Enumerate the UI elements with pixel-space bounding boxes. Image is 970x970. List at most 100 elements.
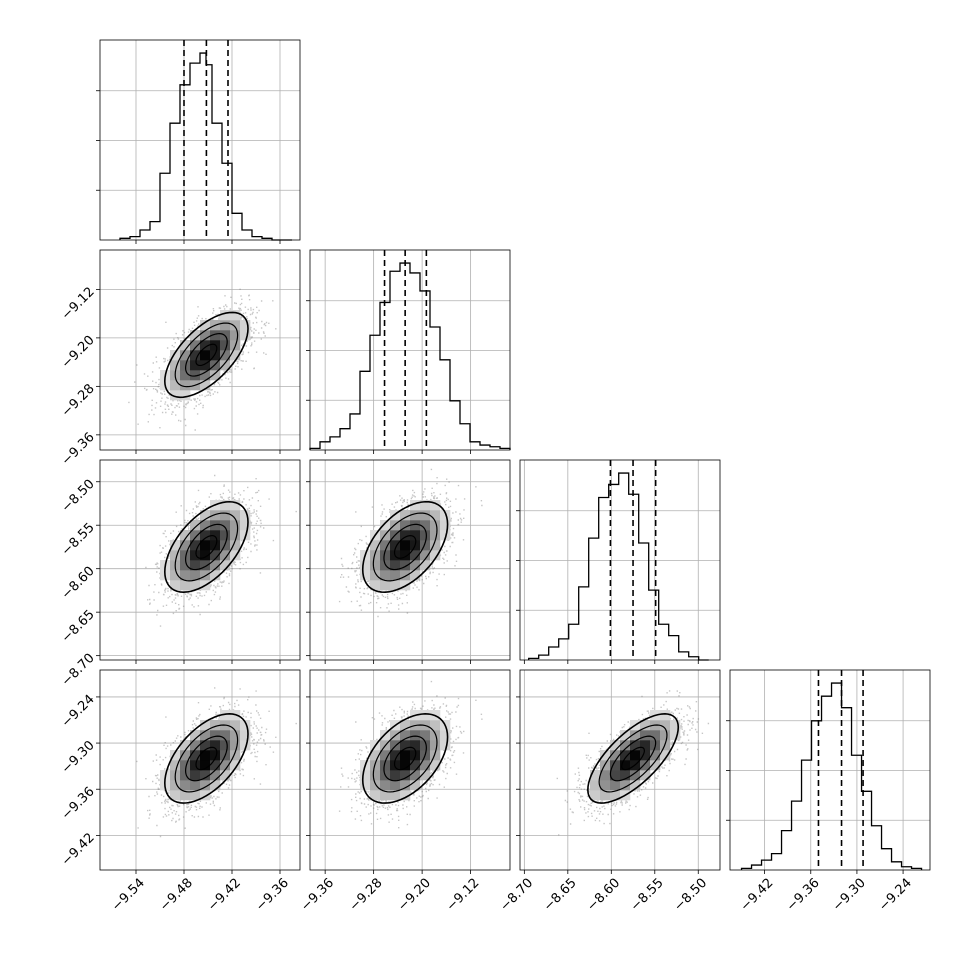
y-tick-label: −8.60 — [59, 564, 98, 603]
density-cell — [440, 520, 451, 531]
density-cell — [380, 540, 391, 551]
density-cell — [380, 760, 391, 771]
joint-panel-3-2 — [516, 669, 721, 874]
panel-frame — [309, 669, 511, 871]
density-cell — [220, 340, 231, 351]
x-tick-label: −9.28 — [347, 876, 386, 915]
density-cell — [180, 770, 191, 781]
density-cell — [190, 580, 201, 591]
density-cell — [400, 510, 411, 521]
density-cell — [410, 760, 421, 771]
density-cell — [400, 720, 411, 731]
density-cell — [370, 780, 381, 791]
x-tick-label: −9.54 — [109, 876, 148, 915]
density-cell — [210, 750, 221, 761]
density-cell — [400, 750, 411, 761]
density-cell — [190, 770, 201, 781]
y-tick-label: −9.24 — [59, 692, 98, 731]
joint-content — [310, 460, 510, 660]
density-cell — [630, 740, 641, 751]
density-cell — [430, 550, 441, 561]
density-cell — [380, 780, 391, 791]
contour-line-0 — [195, 343, 218, 367]
density-cell — [200, 550, 211, 561]
density-cell — [170, 540, 181, 551]
density-cell — [430, 730, 441, 741]
density-cell — [420, 740, 431, 751]
y-tick-label: −9.12 — [59, 284, 98, 323]
density-cell — [180, 760, 191, 771]
density-cell — [410, 550, 421, 561]
density-cell — [170, 350, 181, 361]
density-cell — [200, 340, 211, 351]
density-cell — [430, 540, 441, 551]
density-cell — [380, 790, 391, 801]
density-cell — [400, 560, 411, 571]
density-cell — [370, 540, 381, 551]
contour-line-3 — [163, 311, 249, 399]
panel-frame — [519, 459, 721, 661]
density-cell — [390, 780, 401, 791]
density-cell — [610, 790, 621, 801]
density-cell — [190, 560, 201, 571]
density-cell — [230, 550, 241, 561]
density-cell — [210, 330, 221, 341]
density-cell — [370, 560, 381, 571]
density-cell — [220, 520, 231, 531]
joint-panel-3-1 — [306, 669, 511, 874]
density-cell — [400, 760, 411, 771]
histogram-step-3 — [740, 682, 923, 870]
density-cell — [190, 790, 201, 801]
density-cell — [240, 320, 251, 331]
contour-line-2 — [174, 322, 239, 388]
density-cell — [430, 520, 441, 531]
density-cell — [640, 760, 651, 771]
joint-panel-1-0 — [96, 249, 301, 454]
y-tick-label: −8.65 — [59, 607, 98, 646]
joint-panel-3-0 — [96, 669, 301, 874]
density-cell — [390, 750, 401, 761]
contour-line-3 — [361, 713, 449, 804]
density-cell — [390, 790, 401, 801]
density-cell — [210, 370, 221, 381]
density-cell — [230, 530, 241, 541]
panel-frame — [309, 459, 511, 661]
density-cell — [200, 720, 211, 731]
density-cell — [180, 360, 191, 371]
density-cell — [380, 550, 391, 561]
x-tick-label: −9.36 — [253, 876, 292, 915]
density-cell — [230, 540, 241, 551]
density-cell — [190, 370, 201, 381]
density-cell — [410, 560, 421, 571]
density-cell — [420, 710, 431, 721]
density-cell — [230, 520, 241, 531]
x-tick-label: −8.60 — [584, 876, 623, 915]
density-cell — [430, 720, 441, 731]
x-tick-label: −8.70 — [497, 876, 536, 915]
density-cell — [220, 320, 231, 331]
density-cell — [390, 560, 401, 571]
density-cell — [390, 570, 401, 581]
density-cell — [240, 330, 251, 341]
density-cell — [180, 560, 191, 571]
x-tick-label: −9.24 — [876, 876, 915, 915]
density-cell — [200, 350, 211, 361]
density-cell — [360, 570, 371, 581]
density-cell — [180, 780, 191, 791]
density-cell — [410, 730, 421, 741]
density-cell — [630, 770, 641, 781]
density-cell — [630, 780, 641, 791]
histogram-step-2 — [528, 472, 709, 661]
density-cell — [220, 500, 231, 511]
density-cell — [180, 540, 191, 551]
density-cell — [600, 750, 611, 761]
density-cell — [400, 540, 411, 551]
panel-frame — [99, 459, 301, 661]
y-tick-label: −9.28 — [59, 381, 98, 420]
y-tick-label: −9.36 — [59, 784, 98, 823]
density-cell — [180, 550, 191, 561]
density-cell — [200, 530, 211, 541]
density-cell — [430, 530, 441, 541]
density-cell — [180, 740, 191, 751]
density-cell — [660, 730, 671, 741]
